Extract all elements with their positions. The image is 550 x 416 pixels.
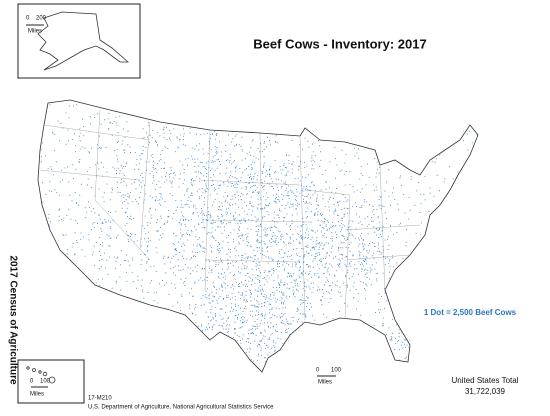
map-title: Beef Cows - Inventory: 2017: [253, 36, 426, 51]
scale-label: 200: [36, 16, 47, 22]
dot-density: [40, 104, 478, 367]
scale-unit: Miles: [28, 29, 42, 35]
scale-label: 0: [30, 379, 34, 385]
total-value: 31,722,039: [465, 387, 506, 396]
state-borders: [39, 109, 421, 321]
total-label: United States Total: [451, 376, 518, 385]
scale-label: 100: [331, 368, 342, 374]
hawaii: [26, 366, 56, 384]
side-title: 2017 Census of Agriculture: [7, 255, 18, 385]
scale-label: 0: [26, 16, 30, 22]
scale-label: 0: [316, 368, 320, 374]
scale-unit: Miles: [318, 380, 332, 386]
contiguous-us: [37, 99, 479, 373]
legend: 1 Dot = 2,500 Beef Cows: [424, 308, 517, 317]
scale-label: 100: [40, 379, 51, 385]
footer-agency: U.S. Department of Agriculture, National…: [88, 405, 274, 411]
alaska: [37, 11, 130, 71]
footer-code: 17-M210: [88, 396, 112, 402]
scale-unit: Miles: [30, 392, 44, 398]
